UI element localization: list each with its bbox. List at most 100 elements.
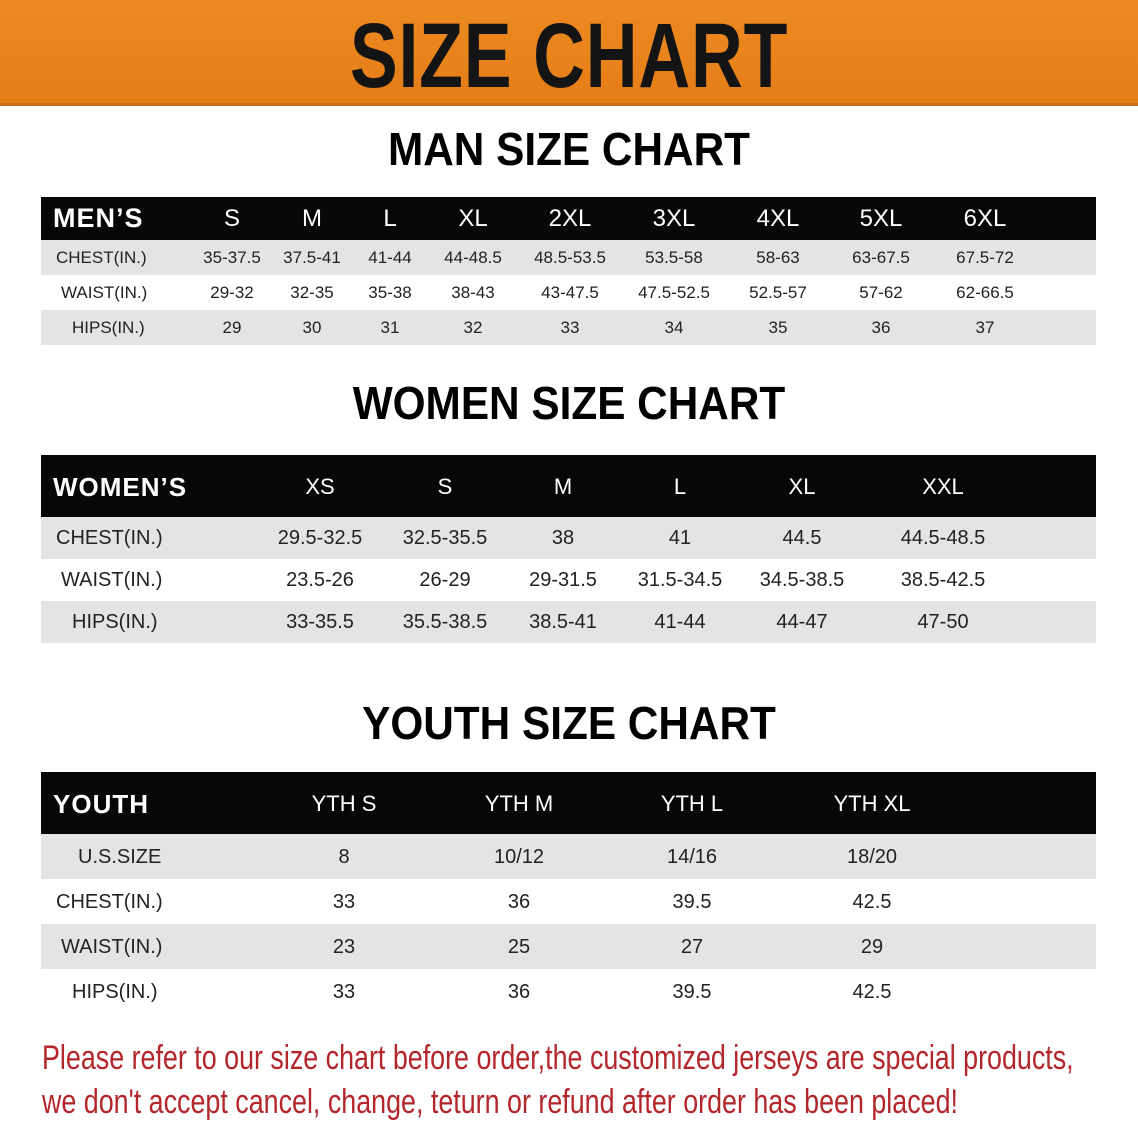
notice-line-2: we don't accept cancel, change, teturn o… — [42, 1083, 958, 1121]
size-header: YTH M — [484, 790, 554, 816]
table-cell: 29 — [222, 318, 242, 337]
table-cell: 37.5-41 — [283, 248, 341, 267]
header-label: YOUTH — [53, 788, 149, 819]
table-row: HIPS(IN.) 29 30 31 32 33 34 35 36 37 — [41, 310, 1096, 345]
table-cell: 39.5 — [672, 980, 712, 1003]
size-header: YTH L — [660, 790, 724, 816]
table-cell: 41-44 — [654, 611, 706, 633]
row-label: CHEST(IN.) — [56, 248, 147, 267]
table-cell: 44.5-48.5 — [900, 527, 986, 549]
table-cell: 25 — [507, 935, 531, 958]
table-cell: 35 — [768, 318, 788, 337]
size-header: 3XL — [652, 205, 696, 232]
table-cell: 47.5-52.5 — [638, 283, 710, 302]
size-header: L — [673, 473, 687, 499]
table-cell: 31 — [380, 318, 400, 337]
table-row: WAIST(IN.) 23.5-26 26-29 29-31.5 31.5-34.5 34… — [41, 559, 1096, 601]
row-label: U.S.SIZE — [78, 845, 162, 868]
table-cell: 38.5-41 — [529, 611, 597, 633]
table-cell: 14/16 — [666, 845, 718, 868]
size-header: 5XL — [859, 205, 903, 232]
table-cell: 27 — [680, 935, 704, 958]
size-header: 2XL — [548, 205, 592, 232]
row-label: WAIST(IN.) — [61, 283, 148, 302]
men-section-title: MAN SIZE CHART — [387, 123, 751, 175]
table-cell: 62-66.5 — [956, 283, 1014, 302]
row-label: CHEST(IN.) — [56, 890, 163, 913]
table-cell: 18/20 — [846, 845, 898, 868]
size-header: XXL — [922, 473, 964, 499]
table-cell: 36 — [507, 980, 531, 1003]
table-cell: 57-62 — [859, 283, 903, 302]
size-header: 4XL — [756, 205, 800, 232]
size-header: XL — [788, 473, 816, 499]
size-header: YTH S — [311, 790, 377, 816]
row-label: HIPS(IN.) — [72, 980, 158, 1003]
row-label: HIPS(IN.) — [72, 611, 158, 633]
youth-section-title: YOUTH SIZE CHART — [362, 697, 776, 749]
header-label: WOMEN’S — [53, 471, 188, 502]
table-cell: 34 — [664, 318, 684, 337]
notice-line-1: Please refer to our size chart before or… — [42, 1039, 1074, 1077]
table-cell: 67.5-72 — [956, 248, 1014, 267]
table-row: HIPS(IN.) 33-35.5 35.5-38.5 38.5-41 41-44 44-… — [41, 601, 1096, 643]
table-cell: 32 — [463, 318, 483, 337]
table-header-row: MEN’S S M L XL 2XL 3XL 4XL 5XL 6XL — [41, 197, 1096, 240]
size-header: M — [302, 205, 322, 232]
table-cell: 38.5-42.5 — [900, 569, 986, 591]
table-row: CHEST(IN.) 33 36 39.5 42.5 — [41, 879, 1096, 924]
table-cell: 44.5 — [782, 527, 822, 549]
table-cell: 42.5 — [852, 980, 892, 1003]
banner-title: SIZE CHART — [349, 5, 789, 107]
table-cell: 47-50 — [917, 611, 969, 633]
table-cell: 36 — [507, 890, 531, 913]
row-label: CHEST(IN.) — [56, 527, 163, 549]
table-header-row: YOUTH YTH S YTH M YTH L YTH XL — [41, 772, 1096, 834]
table-cell: 38-43 — [451, 283, 495, 302]
table-cell: 44-48.5 — [444, 248, 502, 267]
table-row: WAIST(IN.) 23 25 27 29 — [41, 924, 1096, 969]
table-cell: 23.5-26 — [286, 569, 354, 591]
table-cell: 44-47 — [776, 611, 828, 633]
table-cell: 38 — [551, 527, 575, 549]
table-cell: 52.5-57 — [749, 283, 807, 302]
table-cell: 32.5-35.5 — [402, 527, 488, 549]
table-cell: 39.5 — [672, 890, 712, 913]
table-cell: 32-35 — [290, 283, 334, 302]
table-row: WAIST(IN.) 29-32 32-35 35-38 38-43 43-47.5 47.… — [41, 275, 1096, 310]
table-cell: 33-35.5 — [286, 611, 354, 633]
table-row: HIPS(IN.) 33 36 39.5 42.5 — [41, 969, 1096, 1014]
table-cell: 29-31.5 — [529, 569, 597, 591]
women-section-title: WOMEN SIZE CHART — [352, 377, 786, 429]
table-cell: 48.5-53.5 — [534, 248, 606, 267]
table-cell: 53.5-58 — [645, 248, 703, 267]
row-label: WAIST(IN.) — [61, 569, 163, 591]
table-cell: 33 — [332, 890, 356, 913]
banner: SIZE CHART — [0, 0, 1138, 107]
table-cell: 31.5-34.5 — [637, 569, 723, 591]
size-header: XS — [305, 473, 335, 499]
table-cell: 33 — [332, 980, 356, 1003]
table-cell: 37 — [975, 318, 995, 337]
table-cell: 35-37.5 — [203, 248, 261, 267]
table-cell: 41 — [668, 527, 692, 549]
table-cell: 29.5-32.5 — [277, 527, 363, 549]
table-cell: 36 — [871, 318, 891, 337]
row-label: HIPS(IN.) — [72, 318, 145, 337]
size-header: 6XL — [963, 205, 1007, 232]
table-header-row: WOMEN’S XS S M L XL XXL — [41, 455, 1096, 517]
table-cell: 58-63 — [756, 248, 800, 267]
order-notice: Please refer to our size chart before or… — [42, 1036, 1074, 1124]
table-cell: 41-44 — [368, 248, 412, 267]
table-cell: 26-29 — [419, 569, 471, 591]
size-header: YTH XL — [833, 790, 911, 816]
table-cell: 43-47.5 — [541, 283, 599, 302]
table-row: U.S.SIZE 8 10/12 14/16 18/20 — [41, 834, 1096, 879]
table-cell: 23 — [332, 935, 356, 958]
table-cell: 35-38 — [368, 283, 412, 302]
table-cell: 29-32 — [210, 283, 254, 302]
row-label: WAIST(IN.) — [61, 935, 163, 958]
table-cell: 42.5 — [852, 890, 892, 913]
table-cell: 29 — [860, 935, 884, 958]
table-cell: 35.5-38.5 — [402, 611, 488, 633]
